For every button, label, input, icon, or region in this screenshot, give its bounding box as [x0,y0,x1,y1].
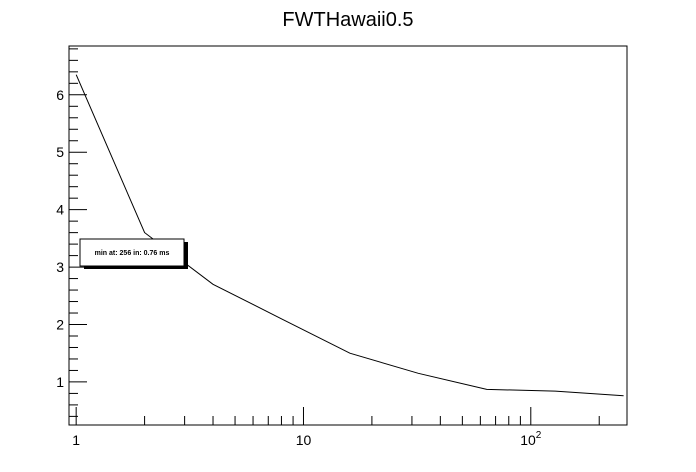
chart-title: FWTHawaii0.5 [282,9,413,31]
series-line [75,74,624,397]
y-tick-label: 1 [56,374,64,390]
annotation-text: min at: 256 in: 0.76 ms [95,250,170,257]
x-tick-exponent: 2 [536,430,542,441]
annotation-box [79,238,185,267]
y-tick-label: 5 [56,144,64,160]
x-tick-label: 1 [72,432,80,448]
x-tick-label: 102 [520,430,542,448]
plot-frame [68,45,628,426]
x-tick-label: 10 [296,432,312,448]
y-tick-label: 3 [56,259,64,275]
y-tick-label: 6 [56,87,64,103]
y-tick-label: 4 [56,202,64,218]
annotation: min at: 256 in: 0.76 ms [79,238,188,269]
y-tick-label: 2 [56,317,64,333]
